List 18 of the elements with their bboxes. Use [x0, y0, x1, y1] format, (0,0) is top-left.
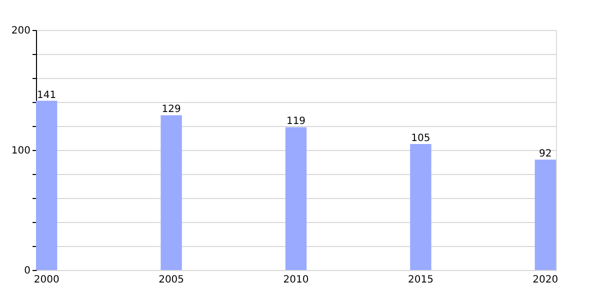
bar: [534, 160, 556, 270]
bar: [160, 115, 182, 270]
x-tick-label: 2020: [532, 274, 558, 286]
bar: [285, 127, 307, 270]
y-tick-label: 200: [11, 26, 30, 36]
y-tick-label: 100: [11, 146, 30, 156]
x-tick-label: 2015: [408, 274, 434, 286]
data-label: 92: [539, 148, 552, 160]
bar: [36, 100, 58, 270]
y-tick-label: 0: [24, 266, 30, 276]
data-label: 105: [411, 133, 430, 144]
x-tick-label: 2005: [158, 274, 184, 286]
data-label: 119: [286, 116, 306, 128]
data-label: 141: [37, 90, 56, 101]
bar: [410, 144, 432, 270]
data-label: 129: [162, 104, 181, 116]
x-tick-label: 2010: [283, 274, 309, 286]
x-tick-label: 2000: [34, 274, 60, 286]
